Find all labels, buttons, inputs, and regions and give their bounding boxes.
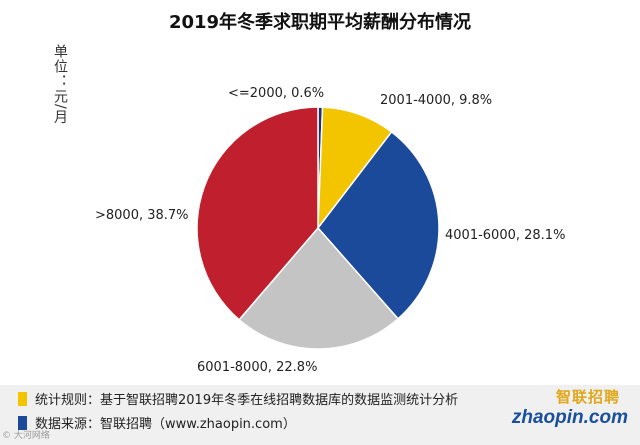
footer-band [0, 385, 640, 445]
brand-cn: 智联招聘 [555, 388, 620, 406]
note-rule: 统计规则：基于智联招聘2019年冬季在线招聘数据库的数据监测统计分析 [18, 389, 458, 408]
note-rule-text: 统计规则：基于智联招聘2019年冬季在线招聘数据库的数据监测统计分析 [35, 393, 459, 408]
slice-label: 6001-8000, 22.8% [197, 360, 317, 375]
note-source-text: 数据来源：智联招聘（www.zhaopin.com） [35, 417, 296, 432]
slice-label: 2001-4000, 9.8% [380, 93, 492, 108]
pie-slice-6001-8000 [238, 226, 400, 350]
slice-label: 4001-6000, 28.1% [445, 228, 565, 243]
slice-label: <=2000, 0.6% [228, 86, 324, 101]
yellow-marker-icon [18, 391, 27, 406]
pie-slice-8000 [196, 106, 319, 321]
pie-slice-2001-4000 [317, 106, 393, 231]
slice-label: >8000, 38.7% [95, 208, 189, 223]
brand-en: zhaopin.com [511, 407, 628, 428]
note-source: 数据来源：智联招聘（www.zhaopin.com） [18, 413, 296, 432]
watermark: © 大河网络 [2, 431, 50, 441]
brand-logo: 智联招聘 zhaopin.com [498, 386, 628, 438]
pie-chart: <=2000, 0.6% 2001-4000, 9.8% 4001-6000, 28… [95, 86, 565, 375]
chart-title: 2019年冬季求职期平均薪酬分布情况 [168, 12, 472, 33]
blue-marker-icon [18, 415, 27, 430]
unit-label: 单位：元/月 [52, 44, 68, 125]
pie-slice-4001-6000 [317, 130, 440, 320]
